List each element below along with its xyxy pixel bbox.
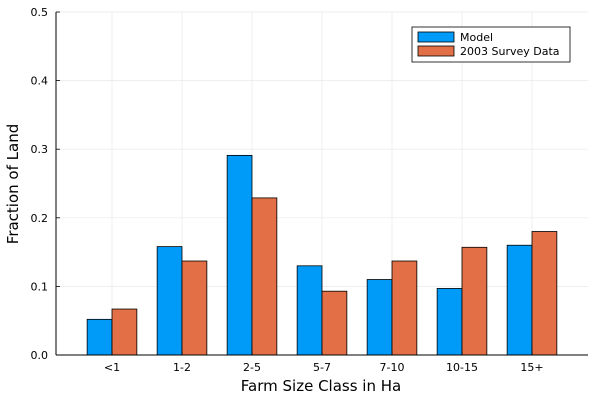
y-tick-label: 0.2 xyxy=(31,212,49,225)
bar-model-0 xyxy=(86,318,113,356)
x-tick-label: <1 xyxy=(104,361,120,374)
axes xyxy=(55,11,588,356)
legend-swatch-survey xyxy=(417,45,455,57)
y-tick-label: 0.3 xyxy=(31,143,49,156)
y-tick-label: 0.4 xyxy=(31,75,49,88)
bar-model-2 xyxy=(226,154,253,356)
x-tick-label: 7-10 xyxy=(380,361,405,374)
bar-model-5 xyxy=(436,288,463,356)
y-tick-label: 0.1 xyxy=(31,280,49,293)
x-tick-label: 15+ xyxy=(520,361,543,374)
bar-survey-0 xyxy=(111,308,138,356)
y-tick-label: 0.0 xyxy=(31,349,49,362)
bars-group xyxy=(86,154,558,356)
legend-swatch-model xyxy=(417,31,455,43)
y-tick-label: 0.5 xyxy=(31,6,49,19)
x-tick-label: 2-5 xyxy=(243,361,261,374)
bar-survey-6 xyxy=(531,231,558,356)
bar-survey-1 xyxy=(181,260,208,356)
bar-model-1 xyxy=(156,246,183,356)
bar-model-6 xyxy=(506,244,533,356)
x-axis-title: Farm Size Class in Ha xyxy=(241,377,401,395)
bar-survey-4 xyxy=(391,260,418,356)
y-tick-labels: 0.0 0.1 0.2 0.3 0.4 0.5 xyxy=(31,6,49,362)
x-tick-label: 10-15 xyxy=(446,361,478,374)
legend-label-survey: 2003 Survey Data xyxy=(460,45,560,58)
y-axis-title: Fraction of Land xyxy=(4,124,22,244)
bar-survey-5 xyxy=(461,246,488,356)
bar-survey-2 xyxy=(251,197,278,356)
bar-model-4 xyxy=(366,279,393,356)
x-tick-label: 5-7 xyxy=(313,361,331,374)
bar-survey-3 xyxy=(321,290,348,356)
legend-label-model: Model xyxy=(460,31,493,44)
bar-model-3 xyxy=(296,265,323,356)
x-tick-label: 1-2 xyxy=(173,361,191,374)
x-tick-labels: <1 1-2 2-5 5-7 7-10 10-15 15+ xyxy=(104,361,544,374)
